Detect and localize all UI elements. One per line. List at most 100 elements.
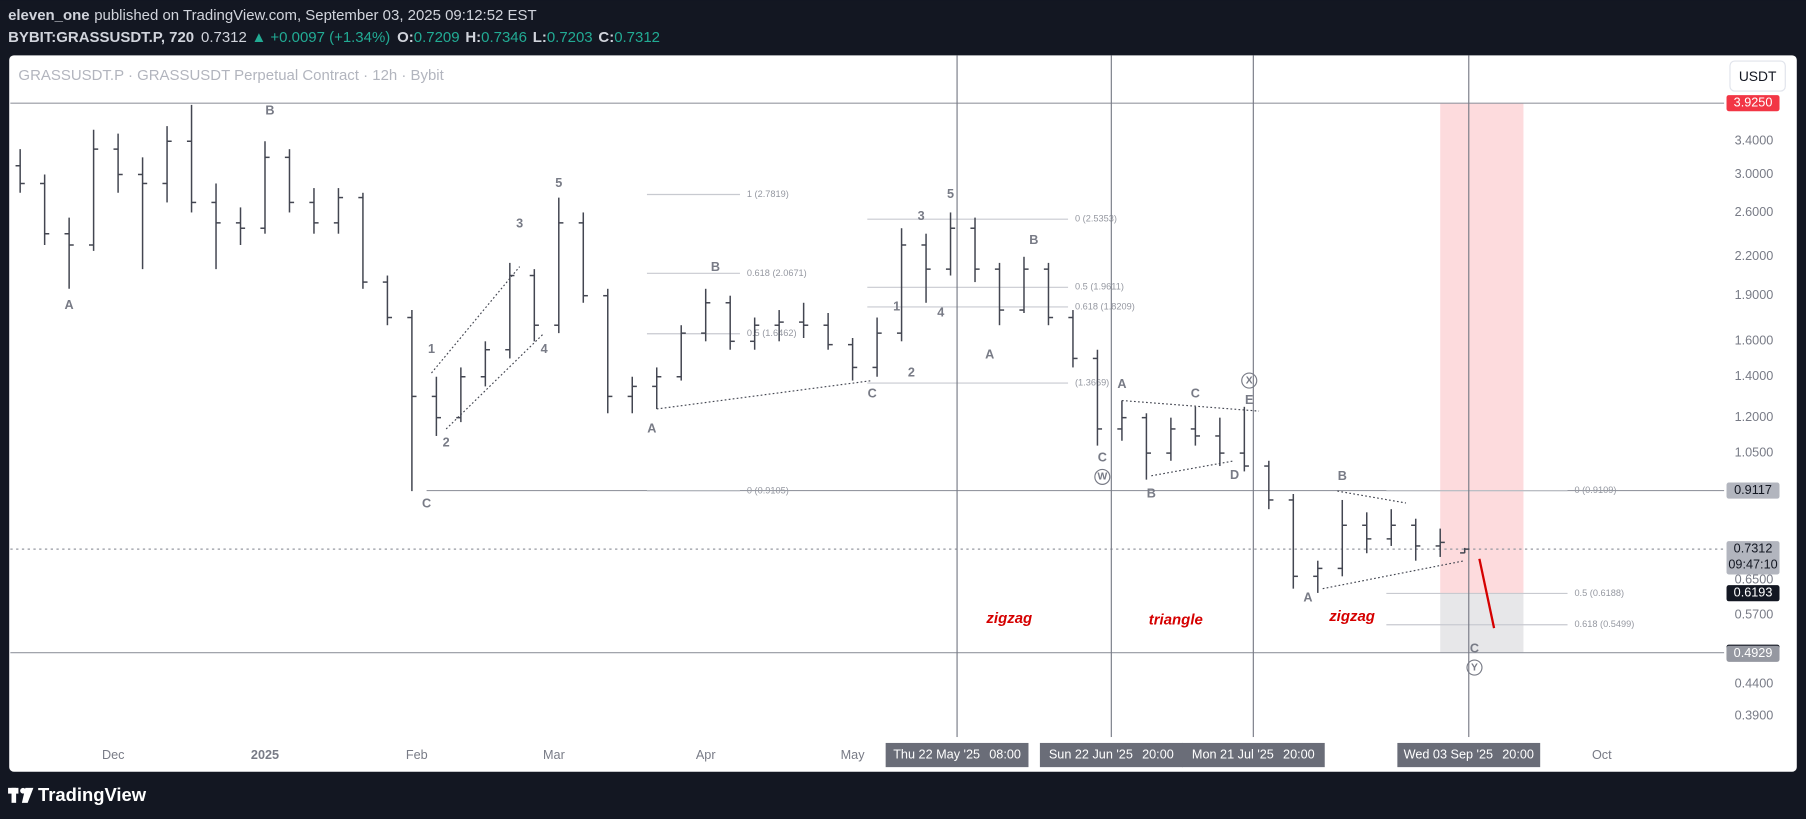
trendline (445, 332, 545, 430)
ohlc-bar (505, 262, 515, 359)
wave-label: A (985, 347, 994, 361)
ohlc-bar (407, 310, 417, 492)
currency[interactable]: USDT (1739, 68, 1777, 84)
crosshair-date: Wed 03 Sep '25 (1404, 748, 1493, 762)
trendline (431, 266, 521, 374)
ohlc-bar (1264, 460, 1274, 510)
logo-stem (11, 787, 17, 803)
ohlc-bar (676, 325, 686, 381)
y-tick-label: 0.6500 (1735, 573, 1774, 587)
ohlc-bar (1288, 494, 1298, 589)
ohlc-bar (309, 188, 319, 234)
ohlc-bar (1043, 262, 1054, 326)
publish-line: eleven_one published on TradingView.com, … (8, 7, 537, 24)
fib-label: (1.3669) (1075, 378, 1109, 388)
ohlc-bar (64, 217, 74, 289)
pattern-label: triangle (1149, 611, 1203, 628)
ohlc-bar (211, 183, 221, 270)
ohlc-bar (15, 149, 25, 193)
currency-button[interactable] (1729, 60, 1786, 92)
crosshair-time: 20:00 (1502, 748, 1534, 762)
fib-label: 0.618 (0.5499) (1574, 619, 1634, 629)
ohlc-bar (333, 188, 344, 234)
wave-label: C (868, 387, 877, 401)
brand-logo[interactable]: TradingView (8, 784, 147, 805)
wave-circle (1466, 659, 1483, 676)
legend: GRASSUSDT.P · GRASSUSDT Perpetual Contra… (18, 67, 444, 84)
projection-box (1440, 103, 1524, 594)
crosshair-label-bg (1397, 742, 1541, 768)
ohlc-bar (799, 302, 809, 339)
last: 0.7312 (201, 29, 247, 46)
wave-label: D (1230, 468, 1239, 482)
fib-label: 0.618 (1.8209) (1075, 301, 1135, 311)
trendline (1121, 399, 1260, 412)
high: 0.7346 (481, 29, 527, 46)
author[interactable]: eleven_one (8, 7, 90, 24)
symbol-line: BYBIT:GRASSUSDT.P, 720 0.7312 ▲ +0.0097 (+… (8, 29, 660, 46)
published: published on TradingView.com, September … (94, 7, 536, 24)
crosshair-date: Mon 21 Jul '25 (1192, 748, 1274, 762)
logo-slash (21, 787, 34, 803)
wave-label: B (265, 103, 274, 117)
wave-label: B (711, 260, 720, 274)
symbol: BYBIT:GRASSUSDT.P, 720 (8, 29, 194, 46)
x-tick-label: Dec (102, 748, 125, 762)
price-tag (1726, 645, 1780, 662)
o-label: O: (397, 29, 414, 46)
ohlc-bar (1239, 406, 1249, 472)
y-tick-label: 3.0000 (1735, 167, 1774, 181)
brand[interactable]: TradingView (38, 784, 147, 805)
crosshair-label-bg (885, 742, 1029, 768)
price-tag-label: 3.9250 (1734, 95, 1773, 109)
fib-label: 0 (2.5353) (1075, 214, 1117, 224)
price-tag-label: 0.7312 (1734, 541, 1773, 555)
wave-label: B (1029, 233, 1038, 247)
wave-label: 1 (428, 342, 435, 356)
wave-label: B (1147, 486, 1156, 500)
ohlc-bar (652, 367, 662, 409)
pattern-label: zigzag (985, 610, 1032, 627)
wave-label: Y (1471, 662, 1478, 673)
x-tick-label: Feb (406, 748, 428, 762)
projection-box (1440, 593, 1524, 653)
y-tick-label: 1.4000 (1735, 369, 1774, 383)
ohlc-bar (701, 288, 711, 342)
y-tick-label: 1.0500 (1735, 445, 1774, 459)
ohlc-bar (382, 275, 393, 326)
ohlc-bar (113, 133, 123, 193)
wave-label: 4 (541, 342, 548, 356)
ohlc-bar (994, 262, 1005, 326)
ohlc-bar (1092, 349, 1103, 446)
wave-label: 3 (918, 209, 925, 223)
countdown: 09:47:10 (1728, 558, 1777, 572)
wave-label: 1 (893, 299, 900, 313)
wave-label: 2 (908, 365, 915, 379)
x-tick-label: 2025 (251, 748, 279, 762)
x-tick-label: Apr (696, 748, 716, 762)
ohlc-bar (554, 197, 564, 334)
wave-label: C (422, 497, 431, 511)
ohlc-bar (970, 217, 980, 283)
low: 0.7203 (547, 29, 593, 46)
wave-label: A (1117, 377, 1126, 391)
crosshair-label-bg (1181, 742, 1325, 768)
price-tag-label: 0.6193 (1734, 586, 1773, 600)
ohlc-bar (774, 310, 784, 342)
wave-label: X (1246, 375, 1253, 386)
wave-label: 2 (443, 436, 450, 450)
ohlc-bar (1166, 417, 1176, 461)
wave-label: 3 (516, 216, 523, 230)
change: ▲ +0.0097 (+1.34%) (251, 29, 390, 46)
crosshair-label-bg (1039, 742, 1183, 768)
plot: 1 (2.7819) 0.618 (2.0671) 0.5 (1.6462) 0 (0… (10, 55, 1725, 738)
close: 0.7312 (614, 29, 660, 46)
trendline (1337, 490, 1407, 504)
crosshair-label: Thu 22 May '25 08:00 (893, 748, 1021, 762)
wave-label: A (647, 421, 656, 435)
price-tag (1726, 482, 1780, 499)
y-tick-label: 0.4400 (1735, 676, 1774, 690)
fib-label: 0 (0.9109) (1574, 485, 1616, 495)
y-tick-label: 1.6000 (1735, 334, 1774, 348)
